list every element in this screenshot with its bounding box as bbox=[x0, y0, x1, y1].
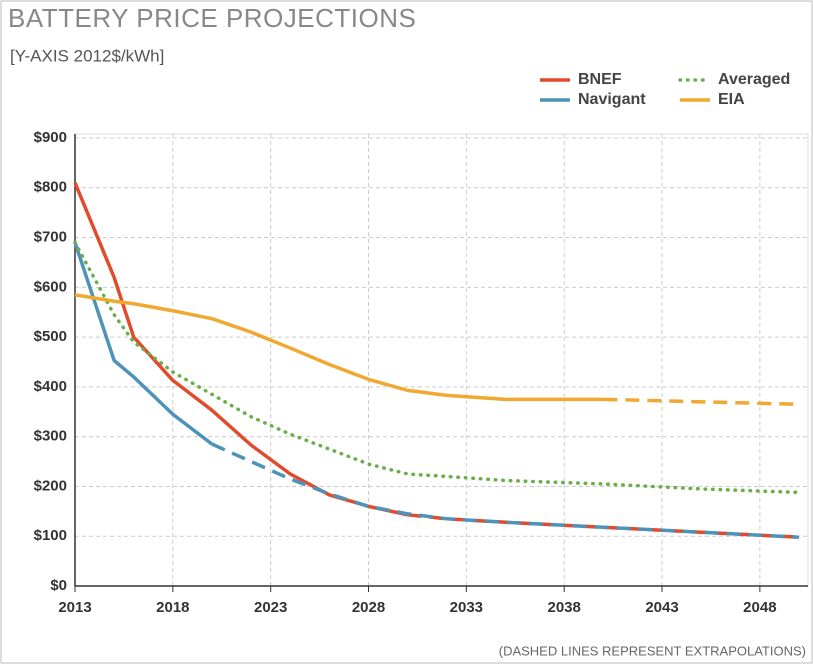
x-tick-label: 2048 bbox=[743, 599, 776, 616]
legend-label: BNEF bbox=[578, 71, 622, 88]
legend-label: EIA bbox=[718, 91, 745, 108]
x-tick-label: 2023 bbox=[254, 599, 287, 616]
y-tick-label: $100 bbox=[34, 527, 67, 544]
legend-label: Navigant bbox=[578, 91, 646, 108]
x-tick-label: 2013 bbox=[58, 599, 91, 616]
series-line bbox=[603, 397, 800, 407]
x-tick-label: 2028 bbox=[352, 599, 385, 616]
chart-title: BATTERY PRICE PROJECTIONS bbox=[8, 3, 416, 33]
series-line bbox=[73, 240, 801, 495]
y-tick-label: $800 bbox=[34, 179, 67, 196]
series-line bbox=[211, 442, 800, 539]
annotation: (DASHED LINES REPRESENT EXTRAPOLATIONS) bbox=[499, 643, 806, 658]
y-tick-label: $300 bbox=[34, 428, 67, 445]
x-tick-label: 2033 bbox=[450, 599, 483, 616]
legend-label: Averaged bbox=[718, 71, 790, 88]
y-tick-label: $0 bbox=[50, 577, 67, 594]
y-tick-label: $700 bbox=[34, 229, 67, 246]
chart-subtitle: [Y-AXIS 2012$/kWh] bbox=[10, 46, 164, 65]
y-tick-label: $200 bbox=[34, 477, 67, 494]
series-line bbox=[74, 293, 604, 402]
x-tick-label: 2043 bbox=[645, 599, 678, 616]
y-tick-label: $500 bbox=[34, 328, 67, 345]
series-line bbox=[73, 182, 409, 517]
x-tick-label: 2038 bbox=[548, 599, 581, 616]
y-tick-label: $600 bbox=[34, 278, 67, 295]
series-line bbox=[73, 241, 214, 446]
y-tick-label: $900 bbox=[34, 129, 67, 146]
y-tick-label: $400 bbox=[34, 378, 67, 395]
x-tick-label: 2018 bbox=[156, 599, 189, 616]
